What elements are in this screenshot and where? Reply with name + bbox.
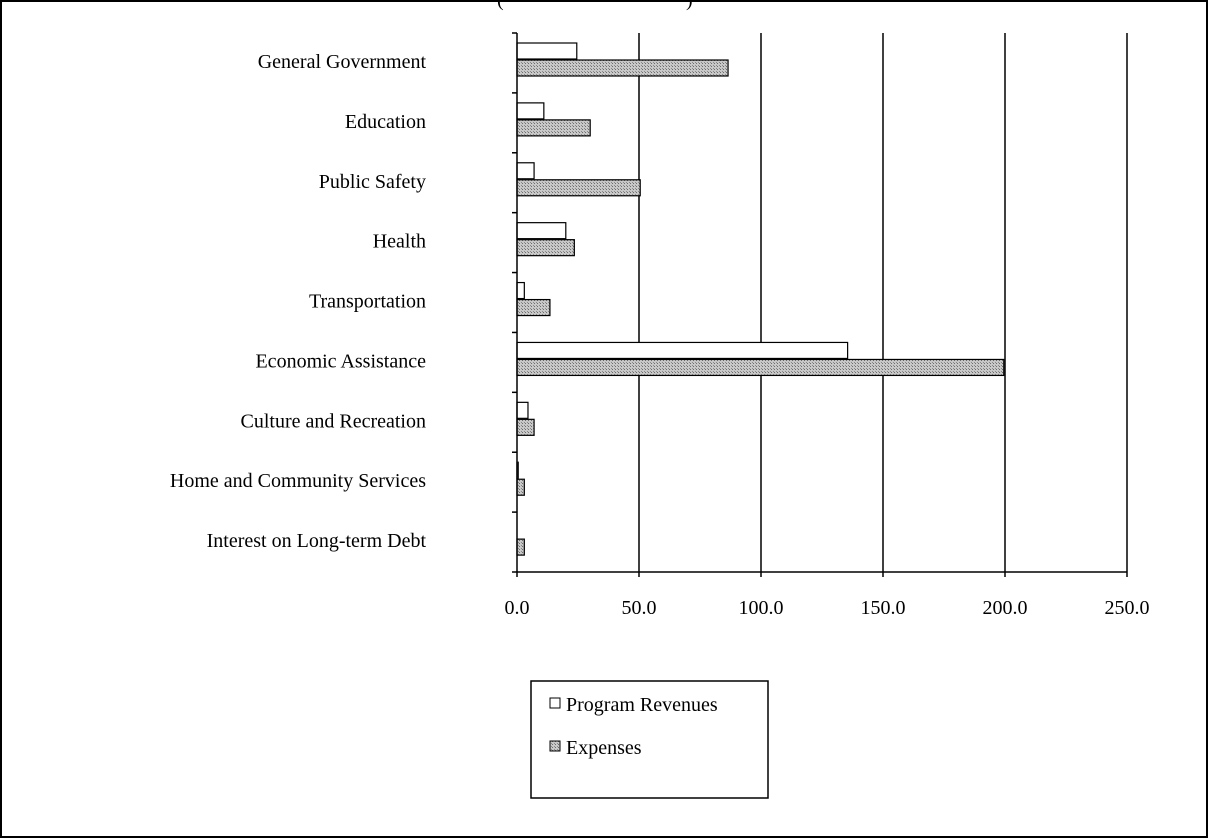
category-label-education: Education: [345, 111, 426, 133]
legend-swatch-program-revenues: [549, 697, 561, 709]
bar-expenses-culture-and-recreation: [516, 418, 535, 436]
bar-program-revenues-economic-assistance: [516, 341, 849, 360]
bar-program-revenues-public-safety: [516, 162, 535, 180]
bar-program-revenues-transportation: [516, 281, 525, 300]
x-tick-label-200-0: 200.0: [983, 597, 1028, 619]
x-tick-label-100-0: 100.0: [739, 597, 784, 619]
legend: Program Revenues Expenses: [530, 680, 769, 799]
chart-title-right: ): [686, 0, 693, 11]
bar-program-revenues-health: [516, 222, 567, 240]
chart-title-left: (: [497, 0, 504, 11]
bar-expenses-economic-assistance: [516, 358, 1005, 377]
bar-program-revenues-education: [516, 102, 545, 120]
category-label-culture-and-recreation: Culture and Recreation: [241, 410, 427, 432]
x-tick-label-250-0: 250.0: [1105, 597, 1150, 619]
bar-expenses-transportation: [516, 298, 551, 317]
category-label-public-safety: Public Safety: [319, 171, 426, 193]
x-tick-label-150-0: 150.0: [861, 597, 906, 619]
category-label-transportation: Transportation: [309, 291, 426, 313]
legend-label-program-revenues: Program Revenues: [566, 694, 718, 716]
x-tick-labels: 0.0 50.0 100.0 150.0 200.0 250.0: [505, 597, 1150, 619]
bar-expenses-health: [516, 239, 575, 257]
legend-box: [530, 680, 769, 799]
x-tick-label-50-0: 50.0: [622, 597, 657, 619]
gridlines: [638, 33, 1128, 572]
category-labels: General Government Education Public Safety…: [170, 51, 427, 552]
legend-swatch-expenses: [549, 740, 561, 752]
category-label-health: Health: [373, 231, 426, 253]
bar-expenses-general-government: [516, 59, 729, 77]
category-label-economic-assistance: Economic Assistance: [255, 350, 426, 372]
bar-expenses-interest-on-long-term-debt: [516, 538, 525, 556]
legend-label-expenses: Expenses: [566, 737, 642, 759]
x-tick-label-0-0: 0.0: [505, 597, 530, 619]
category-label-general-government: General Government: [258, 51, 427, 73]
bar-program-revenues-culture-and-recreation: [516, 401, 529, 419]
bars: [516, 42, 1005, 556]
bar-expenses-education: [516, 119, 591, 137]
bar-expenses-home-and-community-services: [516, 478, 525, 496]
axes: [512, 32, 1128, 577]
category-label-home-and-community-services: Home and Community Services: [170, 470, 426, 492]
category-label-interest-on-long-term-debt: Interest on Long-term Debt: [207, 530, 427, 552]
bar-expenses-public-safety: [516, 179, 641, 197]
bar-program-revenues-general-government: [516, 42, 578, 60]
